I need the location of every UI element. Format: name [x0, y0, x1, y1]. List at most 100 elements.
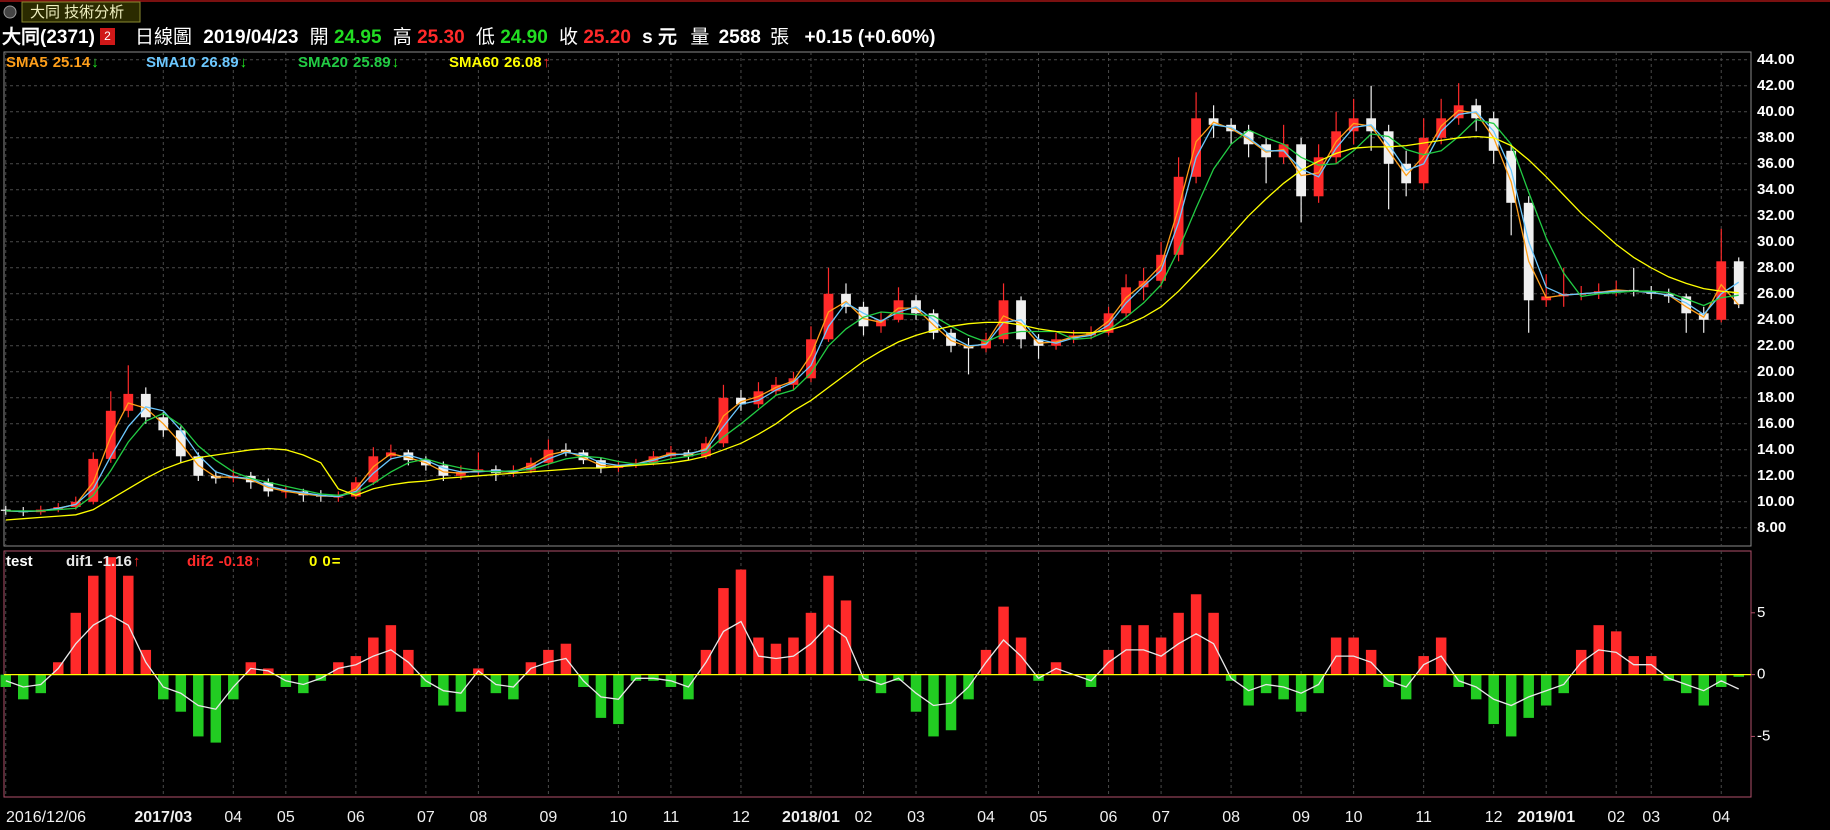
x-tick-label: 2018/01: [782, 809, 840, 826]
legend-value: -1.16: [98, 553, 132, 570]
candle-body: [1681, 296, 1692, 314]
close-label: 收: [559, 26, 578, 48]
close: 25.20: [583, 27, 631, 48]
high: 25.30: [417, 27, 465, 48]
y-tick-label: 5: [1757, 604, 1765, 621]
candle-body: [140, 393, 151, 418]
x-tick-label: 06: [347, 809, 365, 826]
candle-body: [718, 397, 729, 444]
y-tick-label: 28.00: [1757, 259, 1795, 276]
legend-entry: SMA10 26.89↓: [146, 54, 247, 71]
candle-body: [1383, 131, 1394, 164]
legend-value: -0.18: [219, 553, 253, 570]
volume: 2588: [719, 27, 761, 48]
badge-box: [100, 28, 115, 45]
low: 24.90: [500, 27, 548, 48]
candle-body: [1436, 118, 1447, 138]
candle-body: [1156, 254, 1166, 281]
candle-body: [1418, 137, 1429, 184]
open-label: 開: [310, 27, 329, 48]
indicator-title: test: [6, 553, 33, 570]
candle-body: [1191, 118, 1201, 177]
x-tick-label: 05: [277, 809, 295, 826]
x-tick-label: 04: [1712, 809, 1730, 826]
y-tick-label: 30.00: [1757, 233, 1795, 250]
candle-body: [525, 462, 536, 471]
legend-value: 0: [322, 553, 330, 570]
candle-body: [1173, 176, 1184, 255]
x-tick-label: 09: [540, 809, 558, 826]
unit: s 元: [642, 27, 677, 48]
candle-body: [753, 391, 764, 405]
legend-name: SMA20: [298, 54, 348, 71]
y-tick-label: 22.00: [1757, 337, 1795, 354]
window-tab[interactable]: [21, 1, 141, 23]
quote-line: 日線圖 2019/04/23 開 24.95 高 25.30 低 24.90 收…: [135, 26, 935, 48]
candle-body: [1348, 118, 1359, 132]
candle-body: [1401, 163, 1412, 184]
legend-trend: =: [332, 553, 341, 570]
open: 24.95: [334, 27, 382, 48]
x-tick-label: 05: [1030, 809, 1048, 826]
candle-body: [893, 300, 904, 320]
volume-unit: 張: [770, 27, 789, 48]
menu-icon[interactable]: [3, 5, 17, 19]
legend-entry: dif1 -1.16↑: [66, 553, 140, 570]
legend-entry: dif2 -0.18↑: [187, 553, 261, 570]
legend-trend: ↓: [240, 54, 248, 71]
y-tick-label: 42.00: [1757, 77, 1795, 94]
legend-value: 26.89: [201, 54, 239, 71]
stock-name: 大同(2371): [2, 25, 95, 48]
y-tick-label: 10.00: [1757, 493, 1795, 510]
legend-entry: SMA20 25.89↓: [298, 54, 399, 71]
legend-value: 26.08: [504, 54, 542, 71]
legend-name: SMA5: [6, 54, 48, 71]
x-tick-label: 2016/12/06: [6, 809, 86, 826]
x-tick-label: 03: [907, 809, 925, 826]
candle-body: [438, 465, 449, 476]
x-tick-label: 2019/01: [1517, 809, 1575, 826]
x-tick-label: 11: [663, 809, 680, 826]
indicator-line: [5, 614, 1739, 710]
x-tick-label: 02: [1607, 809, 1625, 826]
legend-name: SMA10: [146, 54, 196, 71]
x-tick-label: 02: [855, 809, 873, 826]
badge: 2: [104, 29, 111, 43]
date: 2019/04/23: [203, 27, 298, 48]
y-tick-label: 0: [1757, 666, 1765, 683]
y-tick-label: 16.00: [1757, 415, 1795, 432]
legend-trend: ↓: [91, 54, 99, 71]
y-tick-label: 36.00: [1757, 155, 1795, 172]
candle-body: [1488, 118, 1499, 151]
x-tick-label: 12: [732, 809, 750, 826]
candle-body: [368, 456, 379, 483]
period: 日線圖: [135, 26, 192, 48]
x-tick-label: 08: [1222, 809, 1240, 826]
candle-body: [1103, 313, 1114, 333]
legend-value: 25.14: [53, 54, 91, 71]
y-tick-label: 38.00: [1757, 129, 1795, 146]
legend-entry: SMA5 25.14↓: [6, 54, 99, 71]
x-tick-label: 10: [1345, 809, 1363, 826]
sma-line: [5, 111, 1740, 513]
change: +0.15 (+0.60%): [804, 27, 935, 48]
histogram-bar: [1733, 674, 1744, 677]
candle-body: [928, 313, 939, 333]
sma-line: [5, 118, 1739, 512]
candle-body: [1523, 202, 1534, 301]
y-tick-label: 26.00: [1757, 285, 1795, 302]
y-tick-label: 20.00: [1757, 363, 1795, 380]
window-tab-label: 大同 技術分析: [30, 4, 124, 21]
candle-body: [596, 460, 606, 468]
sma-line: [5, 109, 1740, 513]
x-tick-label: 10: [610, 809, 628, 826]
high-label: 高: [393, 26, 412, 48]
candle-body: [1506, 150, 1517, 203]
legend-trend: ↑: [254, 553, 262, 570]
candle-body: [998, 300, 1009, 340]
candle-body: [1121, 287, 1131, 314]
histogram-bar: [0, 674, 12, 687]
legend-trend: ↑: [543, 54, 551, 71]
y-tick-label: 12.00: [1757, 467, 1795, 484]
